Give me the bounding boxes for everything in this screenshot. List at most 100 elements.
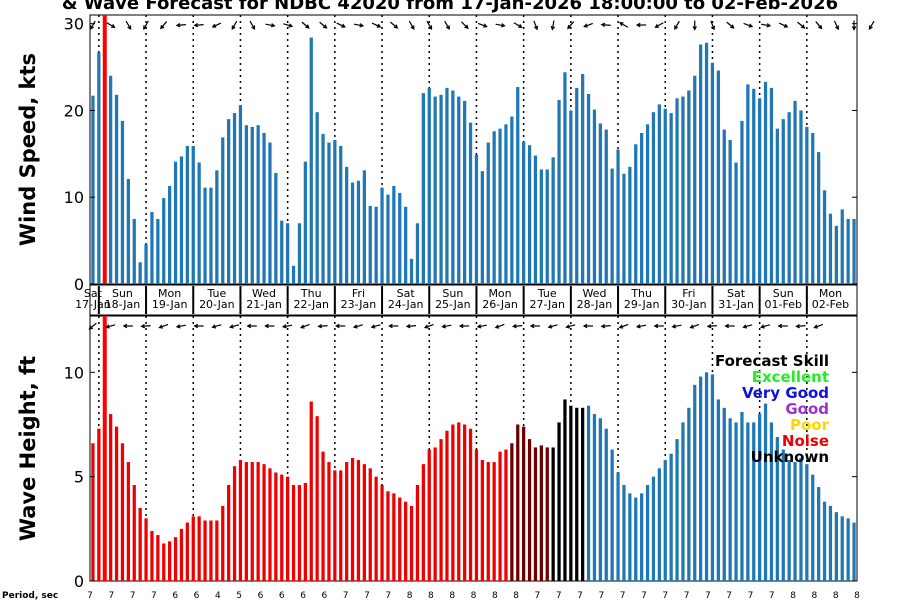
wave-direction-arrow [105, 324, 116, 329]
wave-direction-arrow [246, 323, 257, 329]
wind-y-label: Wind Speed, kts [16, 53, 40, 246]
period-value: 7 [620, 591, 626, 600]
wind-bar [439, 94, 443, 284]
wave-direction-arrow [175, 324, 186, 329]
wave-bar [616, 472, 620, 581]
wave-bar [704, 372, 709, 581]
wind-bar [227, 119, 231, 285]
wind-bar [286, 223, 290, 284]
wave-bar [368, 468, 372, 581]
wind-direction-arrow [635, 22, 647, 28]
day-date-label: 24-Jan [388, 298, 424, 311]
day-name-label: Mon [158, 287, 181, 300]
wind-bar [380, 187, 384, 284]
wind-bar [97, 52, 101, 285]
wind-direction-arrow [249, 20, 256, 30]
wind-bar [527, 145, 532, 284]
day-name-label: Sun [773, 287, 794, 300]
day-name-label: Tue [537, 287, 557, 300]
wind-direction-arrow [692, 20, 697, 31]
wind-bar [474, 154, 479, 284]
wind-direction-arrow [567, 21, 575, 30]
day-date-label: 18-Jan [105, 298, 141, 311]
wind-bar [799, 110, 803, 284]
wave-bar [315, 416, 319, 581]
wave-bar [699, 376, 703, 581]
wind-bar [557, 100, 561, 284]
wave-bar [132, 485, 136, 581]
wave-bar [846, 518, 850, 581]
wave-bar [468, 428, 473, 581]
wave-bar [327, 462, 331, 581]
day-date-label: 02-Feb [812, 298, 849, 311]
wave-direction-arrow [618, 323, 629, 329]
period-value: 7 [577, 591, 583, 600]
wind-panel: 0 10 20 30 Wind Speed, kts [16, 14, 875, 294]
period-value: 7 [87, 591, 93, 600]
legend-item: Poor [790, 416, 830, 434]
wave-bar [716, 399, 720, 581]
period-value: 6 [194, 591, 200, 600]
wave-direction-arrow [582, 323, 594, 329]
wind-direction-arrow [211, 22, 222, 28]
wind-bar [203, 187, 207, 284]
wind-bar [345, 166, 349, 284]
period-value: 7 [130, 591, 136, 600]
wind-bar [793, 100, 797, 284]
wind-bar [386, 194, 390, 284]
wind-bar [262, 133, 266, 284]
wind-bar [291, 265, 296, 284]
wave-direction-arrow [388, 323, 399, 329]
wind-bar [628, 166, 632, 284]
wave-direction-arrow [547, 324, 558, 329]
wave-bar [215, 520, 219, 581]
day-name-label: Fri [352, 287, 365, 300]
wave-bar [433, 447, 437, 581]
wind-bar [846, 218, 850, 284]
wind-direction-arrow [426, 20, 433, 30]
day-name-label: Wed [252, 287, 276, 300]
wind-direction-arrow [353, 23, 365, 28]
wind-direction-arrow [371, 22, 382, 28]
day-label-strip: Sat17-JanSun18-JanMon19-JanTue20-JanWed2… [75, 284, 858, 316]
wind-bar [185, 146, 189, 284]
day-date-label: 31-Jan [718, 298, 754, 311]
wave-direction-arrow [706, 323, 717, 329]
wind-bar [852, 218, 856, 284]
wind-bar [415, 223, 420, 284]
wave-panel: 0 5 10 Wave Height, ft [16, 315, 858, 591]
wave-direction-arrow [529, 323, 540, 329]
wave-bar [297, 485, 302, 581]
wave-bar [386, 491, 390, 581]
wave-bar [522, 426, 526, 581]
wave-direction-arrow [494, 323, 505, 329]
period-value: 7 [343, 591, 349, 600]
wind-bar [120, 120, 125, 284]
wind-bar [604, 129, 608, 284]
period-value: 7 [364, 591, 370, 600]
wind-direction-arrow [106, 22, 116, 28]
wave-bar [421, 464, 425, 581]
wave-bar [173, 537, 178, 581]
wind-bar [834, 225, 838, 284]
day-name-label: Fri [682, 287, 695, 300]
wave-bar [404, 501, 408, 581]
wave-bar [805, 464, 809, 581]
wave-direction-arrow [512, 323, 523, 329]
wind-bar [297, 223, 302, 284]
wind-bar [244, 125, 248, 285]
period-value: 7 [684, 591, 690, 600]
period-label: Period, sec [2, 591, 58, 600]
wind-bar [315, 112, 319, 284]
period-row: Period, sec 7 7 7 7 6 6 4 5 6 6 6 6 7 7 7 8 8 8 8 8 8 7 7 7 7 7 7 7 7… [2, 591, 860, 600]
wave-bar [91, 443, 95, 581]
wave-bar [309, 401, 313, 581]
wave-bar [734, 422, 738, 581]
wave-bar [722, 407, 726, 581]
wave-bar [480, 459, 484, 581]
wave-bar [740, 411, 744, 581]
wind-bar [156, 218, 160, 284]
wave-direction-arrow [813, 323, 824, 329]
period-value: 8 [812, 591, 818, 600]
legend-item: Excellent [752, 368, 829, 386]
